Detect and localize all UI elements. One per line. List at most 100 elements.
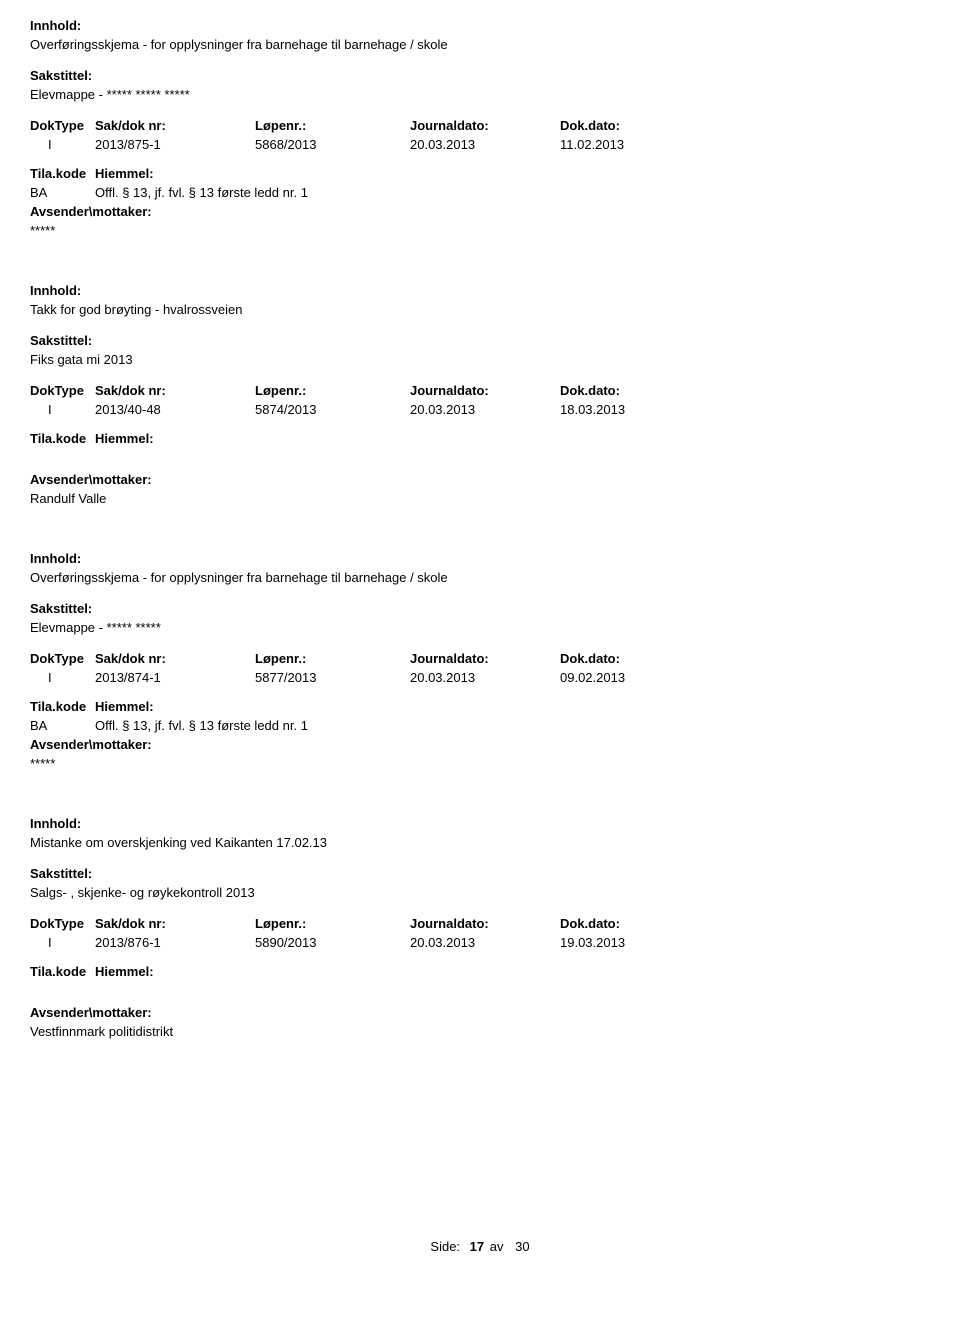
row-header: DokType Sak/dok nr: Løpenr.: Journaldato… [30,916,930,931]
dokdato-header: Dok.dato: [560,916,930,931]
sakdok-value: 2013/875-1 [95,137,255,152]
sakstittel-text: Elevmappe - ***** ***** ***** [30,87,930,102]
innhold-label: Innhold: [30,551,930,566]
footer-label: Side: [430,1239,460,1254]
sakstittel-text: Fiks gata mi 2013 [30,352,930,367]
sakdok-value: 2013/40-48 [95,402,255,417]
dokdato-header: Dok.dato: [560,118,930,133]
innhold-text: Overføringsskjema - for opplysninger fra… [30,570,930,585]
page-footer: Side: 17 av 30 [30,1239,930,1254]
journaldato-value: 20.03.2013 [410,137,560,152]
row-header: DokType Sak/dok nr: Løpenr.: Journaldato… [30,118,930,133]
hiemmel-label: Hiemmel: [95,964,154,979]
sakstittel-label: Sakstittel: [30,601,930,616]
tilakode-label: Tila.kode [30,964,95,979]
tilakode-label: Tila.kode [30,166,95,181]
dokdato-value: 09.02.2013 [560,670,930,685]
innhold-label: Innhold: [30,816,930,831]
journal-entry: Innhold: Mistanke om overskjenking ved K… [30,816,930,1039]
sakdok-header: Sak/dok nr: [95,651,255,666]
doktype-value: I [30,137,95,152]
row-data: I 2013/874-1 5877/2013 20.03.2013 09.02.… [30,670,930,685]
hiemmel-spacer [30,983,930,1005]
innhold-text: Takk for god brøyting - hvalrossveien [30,302,930,317]
tilakode-row: Tila.kode Hiemmel: [30,166,930,181]
lopenr-value: 5874/2013 [255,402,410,417]
avsender-text: Vestfinnmark politidistrikt [30,1024,930,1039]
hiemmel-row: BA Offl. § 13, jf. fvl. § 13 første ledd… [30,718,930,733]
lopenr-value: 5877/2013 [255,670,410,685]
row-data: I 2013/40-48 5874/2013 20.03.2013 18.03.… [30,402,930,417]
footer-current: 17 [470,1239,484,1254]
avsender-text: ***** [30,756,930,771]
hiemmel-label: Hiemmel: [95,431,154,446]
doktype-value: I [30,402,95,417]
sakdok-header: Sak/dok nr: [95,118,255,133]
sakdok-header: Sak/dok nr: [95,916,255,931]
lopenr-header: Løpenr.: [255,916,410,931]
sakstittel-label: Sakstittel: [30,333,930,348]
innhold-label: Innhold: [30,18,930,33]
doktype-value: I [30,670,95,685]
tilakode-row: Tila.kode Hiemmel: [30,431,930,446]
row-header: DokType Sak/dok nr: Løpenr.: Journaldato… [30,383,930,398]
row-data: I 2013/876-1 5890/2013 20.03.2013 19.03.… [30,935,930,950]
journaldato-header: Journaldato: [410,383,560,398]
innhold-text: Mistanke om overskjenking ved Kaikanten … [30,835,930,850]
lopenr-value: 5868/2013 [255,137,410,152]
tilakode-label: Tila.kode [30,431,95,446]
dokdato-header: Dok.dato: [560,651,930,666]
avsender-label: Avsender\mottaker: [30,1005,930,1020]
journal-entry: Innhold: Takk for god brøyting - hvalros… [30,283,930,506]
doktype-header: DokType [30,383,95,398]
sakdok-value: 2013/874-1 [95,670,255,685]
hiemmel-row: BA Offl. § 13, jf. fvl. § 13 første ledd… [30,185,930,200]
journaldato-value: 20.03.2013 [410,402,560,417]
hiemmel-spacer [30,450,930,472]
hiemmel-text: Offl. § 13, jf. fvl. § 13 første ledd nr… [95,185,930,200]
row-header: DokType Sak/dok nr: Løpenr.: Journaldato… [30,651,930,666]
journal-entry: Innhold: Overføringsskjema - for opplysn… [30,18,930,238]
sakdok-value: 2013/876-1 [95,935,255,950]
avsender-text: ***** [30,223,930,238]
hiemmel-label: Hiemmel: [95,166,154,181]
innhold-text: Overføringsskjema - for opplysninger fra… [30,37,930,52]
hiemmel-code: BA [30,185,95,200]
journaldato-value: 20.03.2013 [410,670,560,685]
hiemmel-text: Offl. § 13, jf. fvl. § 13 første ledd nr… [95,718,930,733]
doktype-header: DokType [30,916,95,931]
tilakode-label: Tila.kode [30,699,95,714]
row-data: I 2013/875-1 5868/2013 20.03.2013 11.02.… [30,137,930,152]
avsender-label: Avsender\mottaker: [30,472,930,487]
hiemmel-code: BA [30,718,95,733]
tilakode-row: Tila.kode Hiemmel: [30,699,930,714]
lopenr-header: Løpenr.: [255,383,410,398]
dokdato-value: 18.03.2013 [560,402,930,417]
sakstittel-label: Sakstittel: [30,866,930,881]
journaldato-header: Journaldato: [410,916,560,931]
lopenr-value: 5890/2013 [255,935,410,950]
footer-total: 30 [515,1239,529,1254]
dokdato-value: 19.03.2013 [560,935,930,950]
sakstittel-text: Salgs- , skjenke- og røykekontroll 2013 [30,885,930,900]
dokdato-value: 11.02.2013 [560,137,930,152]
footer-sep: av [490,1239,504,1254]
journaldato-header: Journaldato: [410,651,560,666]
avsender-label: Avsender\mottaker: [30,737,930,752]
hiemmel-label: Hiemmel: [95,699,154,714]
journal-entry: Innhold: Overføringsskjema - for opplysn… [30,551,930,771]
doktype-header: DokType [30,651,95,666]
doktype-header: DokType [30,118,95,133]
dokdato-header: Dok.dato: [560,383,930,398]
tilakode-row: Tila.kode Hiemmel: [30,964,930,979]
lopenr-header: Løpenr.: [255,118,410,133]
innhold-label: Innhold: [30,283,930,298]
doktype-value: I [30,935,95,950]
sakstittel-label: Sakstittel: [30,68,930,83]
journaldato-value: 20.03.2013 [410,935,560,950]
avsender-label: Avsender\mottaker: [30,204,930,219]
journaldato-header: Journaldato: [410,118,560,133]
sakdok-header: Sak/dok nr: [95,383,255,398]
avsender-text: Randulf Valle [30,491,930,506]
sakstittel-text: Elevmappe - ***** ***** [30,620,930,635]
